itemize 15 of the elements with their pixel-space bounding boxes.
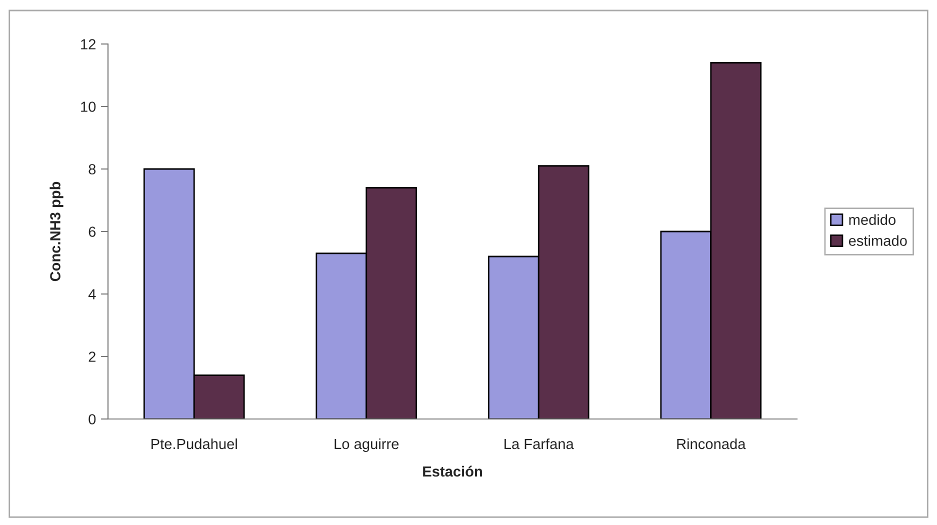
x-tick-label: Pte.Pudahuel xyxy=(152,438,237,450)
x-tick-label: Lo aguirre xyxy=(334,438,399,452)
x-axis-title: Estación xyxy=(423,466,482,477)
y-tick-label: 10 xyxy=(81,102,96,112)
y-axis-title: Conc.NH3 ppb xyxy=(50,182,64,282)
y-tick-label: 4 xyxy=(88,289,96,300)
x-tick-label: Rinconada xyxy=(677,438,746,450)
y-tick-label: 2 xyxy=(88,352,96,362)
y-tick-label: 0 xyxy=(88,414,96,424)
legend-label: medido xyxy=(849,214,896,225)
y-tick-label: 6 xyxy=(88,226,96,237)
x-tick-label: La Farfana xyxy=(504,438,574,450)
y-tick-label: 8 xyxy=(88,164,96,174)
legend-label: estimado xyxy=(848,235,907,246)
y-tick-label: 12 xyxy=(81,39,96,50)
